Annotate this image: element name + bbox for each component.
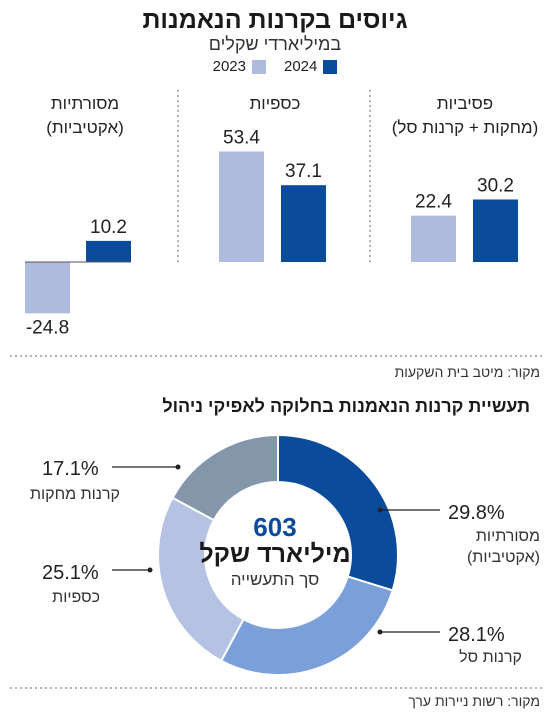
bar-chart: 22.4 53.4 -24.8 30.2 37.1 10.2 (10, 90, 542, 357)
slice-label-index: קרנות מחקות (29, 486, 120, 503)
donut-center-value: 603 (253, 512, 297, 542)
leader-dot-2 (147, 567, 153, 573)
group-sublabel-passive: (מחקות + קרנות סל) (391, 118, 539, 137)
bar-value-label-2023-1: 53.4 (223, 127, 260, 148)
source-note-pie: מקור: רשות ניירות ערך (408, 693, 540, 709)
donut-slice-0 (277, 433, 399, 592)
source-note-bars: מקור: מיטב בית השקעות (394, 364, 540, 380)
bar-value-label-2024-2: 10.2 (90, 217, 127, 238)
leader-dot-1 (377, 629, 383, 635)
bar-value-label-2024-1: 37.1 (285, 161, 322, 182)
donut-center-unit: מיליארד שקל (199, 540, 351, 568)
group-label-money-market: כספיות (249, 94, 301, 113)
bar-value-label-2024-0: 30.2 (477, 175, 514, 196)
pie-title: תעשיית קרנות הנאמנות בחלוקה לאפיקי ניהול (162, 396, 530, 416)
leader-dot-0 (377, 507, 383, 513)
slice-percent-traditional: 29.8% (448, 502, 505, 524)
legend-label-2024: 2024 (284, 58, 318, 75)
chart-subtitle: במיליארדי שקלים (208, 34, 342, 54)
bar-2023-1 (219, 151, 264, 262)
slice-sublabel-traditional: (אקטיביות) (466, 549, 540, 566)
bar-2024-1 (281, 185, 326, 262)
slice-percent-money-market: 25.1% (42, 562, 99, 584)
slice-label-traditional: מסורתיות (475, 528, 540, 545)
slice-label-money-market: כספיות (52, 589, 100, 606)
donut-center-caption: סך התעשייה (230, 570, 320, 589)
group-label-traditional: מסורתיות (50, 94, 120, 113)
group-label-passive: פסיביות (436, 94, 494, 113)
bar-2024-2 (86, 240, 131, 262)
legend-label-2023: 2023 (212, 58, 246, 75)
slice-percent-etf: 28.1% (448, 624, 505, 646)
bar-2023-0 (411, 215, 456, 262)
legend-swatch-2024 (323, 59, 338, 74)
donut-slice-1 (219, 575, 394, 676)
legend: 2024 2023 (0, 58, 550, 75)
chart-title: גיוסים בקרנות הנאמנות (142, 6, 408, 34)
bar-value-label-2023-2: -24.8 (26, 317, 69, 338)
bar-2023-2 (25, 262, 70, 314)
group-sublabel-traditional: (אקטיביות) (46, 118, 124, 137)
donut-slice-3 (171, 433, 279, 522)
slice-percent-index: 17.1% (42, 458, 99, 480)
leader-dot-3 (175, 464, 181, 470)
legend-swatch-2023 (252, 59, 266, 74)
bar-2024-0 (473, 199, 518, 262)
legend-item-2024: 2024 (284, 58, 338, 75)
bar-value-label-2023-0: 22.4 (415, 192, 452, 213)
legend-item-2023: 2023 (213, 58, 266, 75)
slice-label-etf: קרנות סל (459, 649, 522, 666)
